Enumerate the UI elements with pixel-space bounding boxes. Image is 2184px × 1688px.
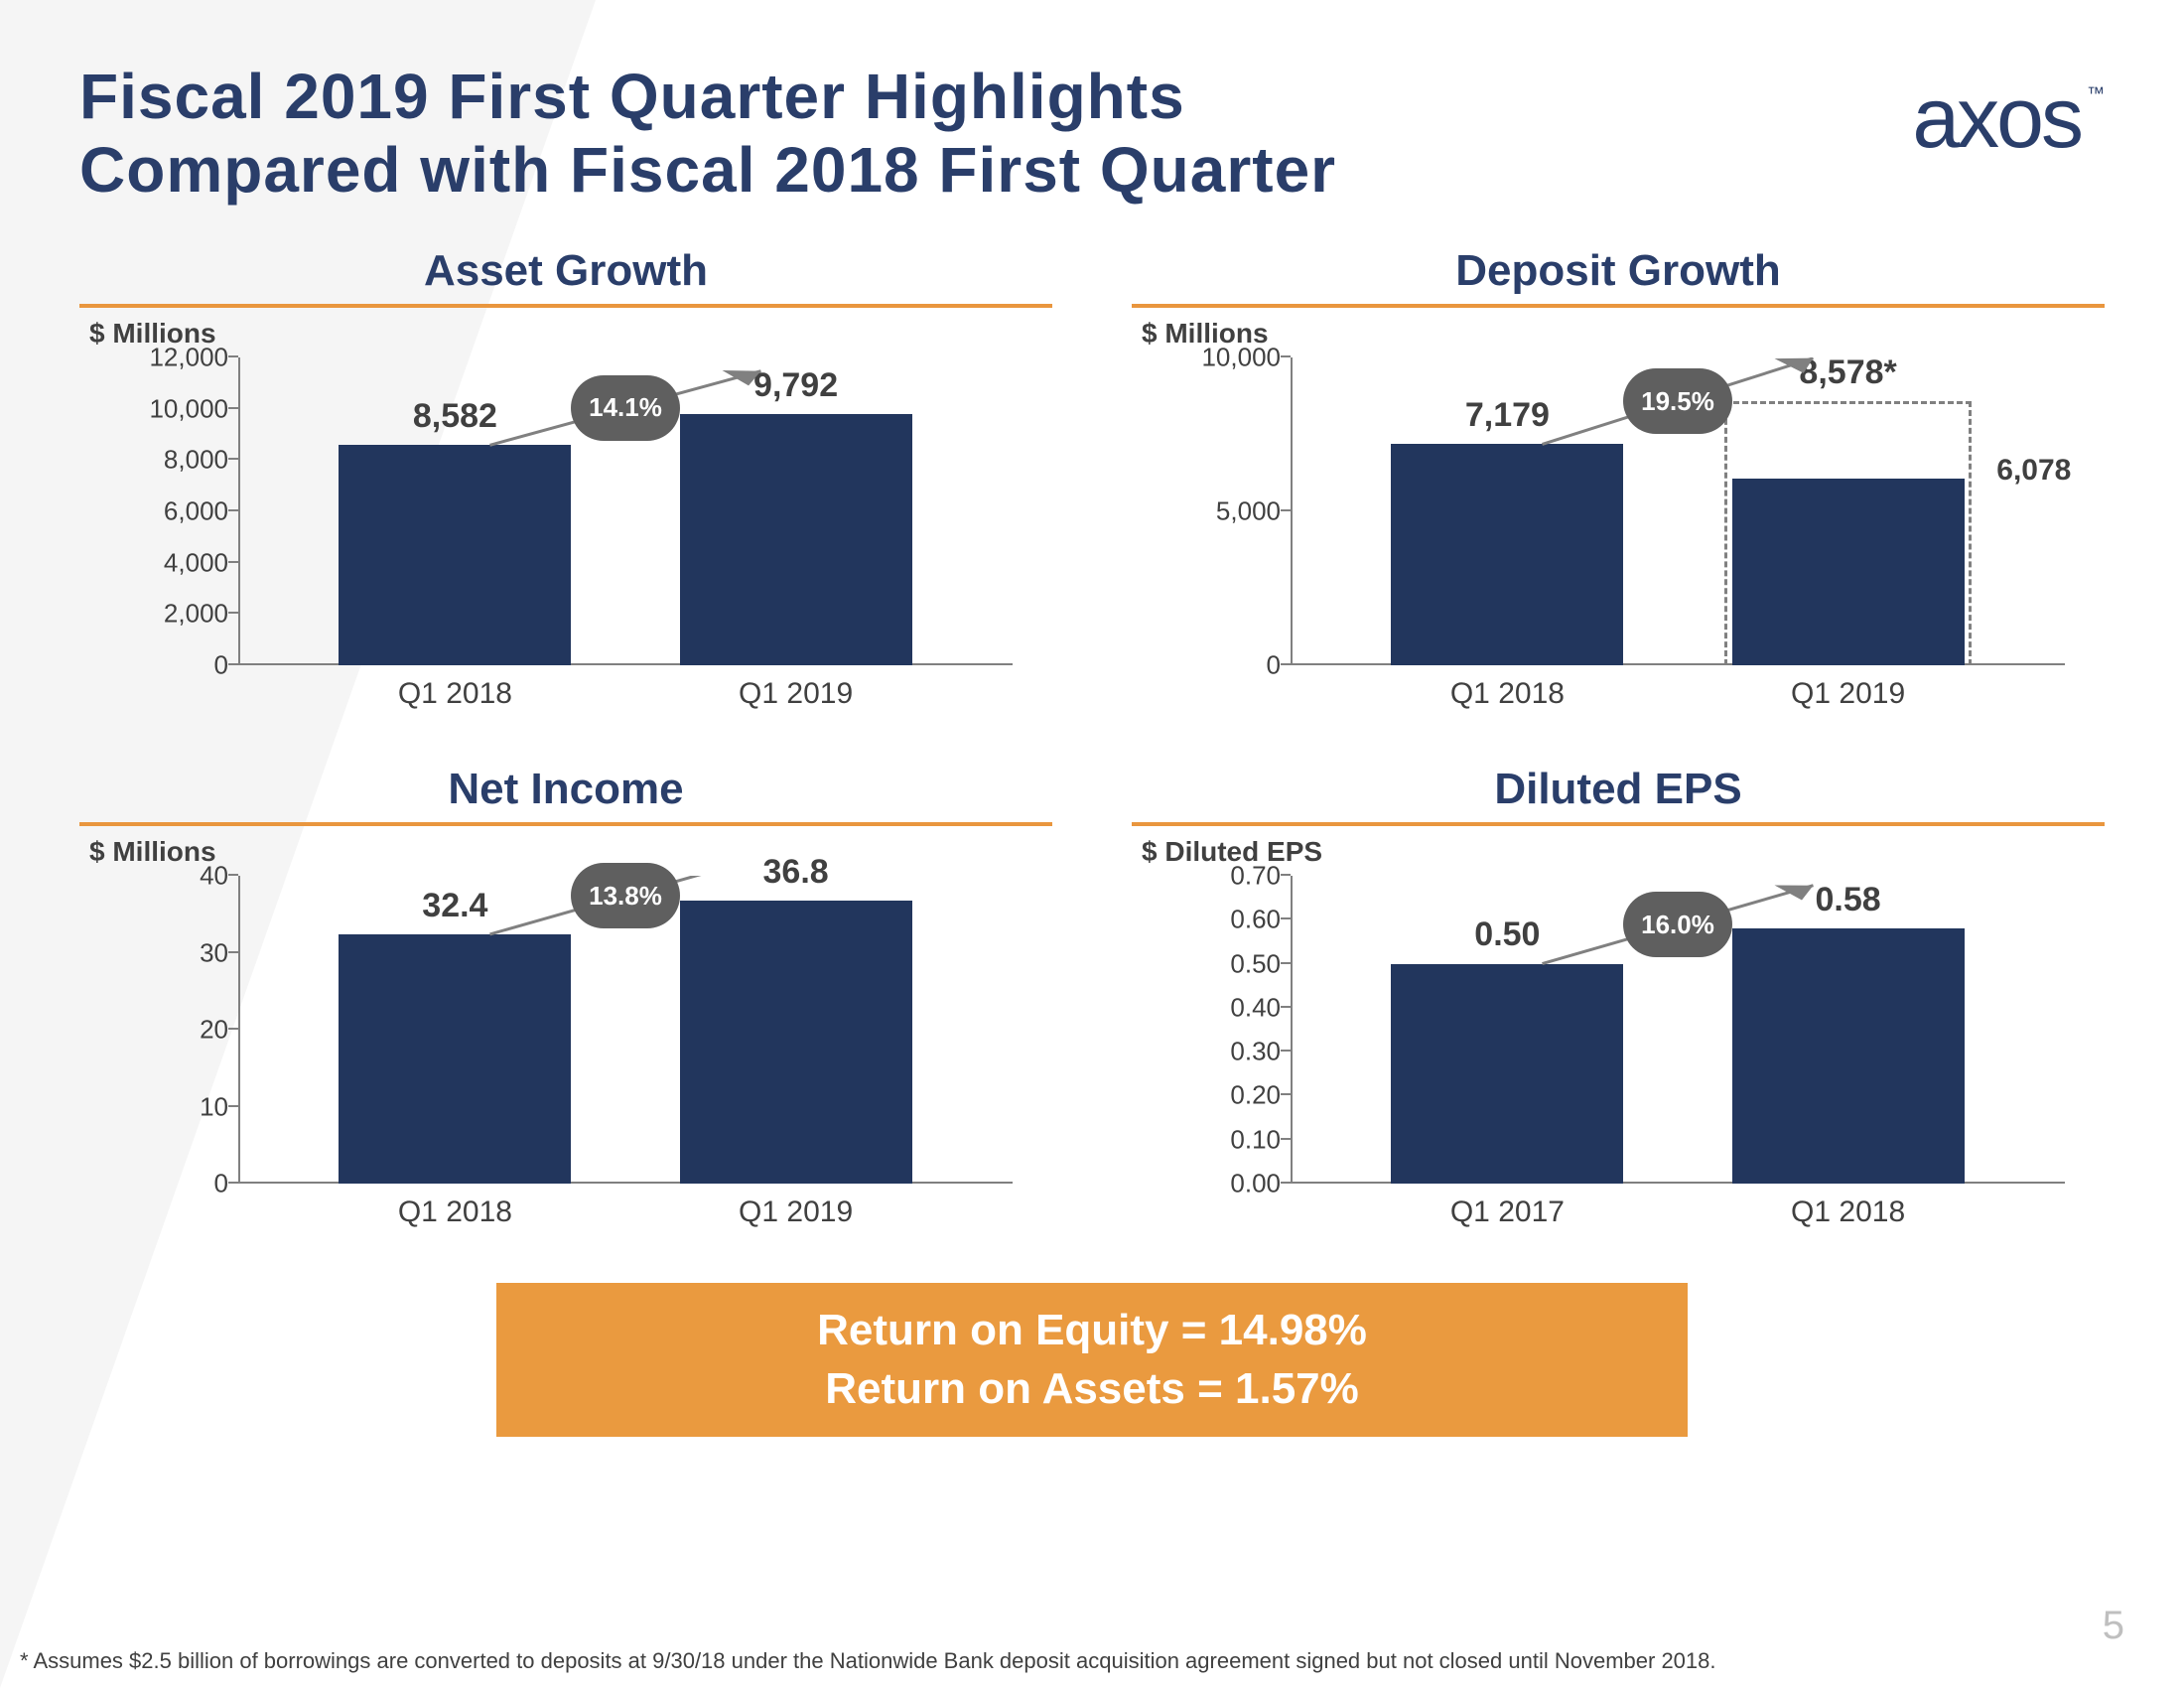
plot-region: 02,0004,0006,0008,00010,00012,0008,582Q1… — [238, 357, 1013, 665]
y-tick-mark — [228, 561, 238, 563]
panel-asset-growth: Asset Growth$ Millions02,0004,0006,0008,… — [79, 246, 1052, 735]
y-tick-mark — [228, 1028, 238, 1030]
y-tick-mark — [1281, 962, 1291, 964]
y-tick-label: 40 — [200, 861, 238, 892]
chart-title: Deposit Growth — [1132, 246, 2105, 304]
y-tick-label: 0.60 — [1230, 905, 1291, 935]
y-tick-label: 10 — [200, 1091, 238, 1122]
plot-region: 0.000.100.200.300.400.500.600.700.50Q1 2… — [1291, 876, 2065, 1184]
plot-region: 05,00010,0007,179Q1 20188,578*6,078Q1 20… — [1291, 357, 2065, 665]
title-line-1: Fiscal 2019 First Quarter Highlights — [79, 60, 1336, 133]
chart-area: $ Millions 01020304032.4Q1 201836.8Q1 201… — [79, 836, 1052, 1253]
logo-tm: ™ — [2087, 83, 2105, 104]
y-tick-label: 0.20 — [1230, 1080, 1291, 1111]
y-tick-label: 12,000 — [149, 343, 238, 373]
chart-rule — [79, 304, 1052, 308]
y-tick-mark — [228, 874, 238, 876]
panel-net-income: Net Income $ Millions 01020304032.4Q1 2018… — [79, 765, 1052, 1253]
y-tick-label: 0 — [214, 650, 238, 681]
plot-region: 01020304032.4Q1 201836.8Q1 201913.8% — [238, 876, 1013, 1184]
y-tick-label: 20 — [200, 1015, 238, 1046]
y-tick-label: 0.10 — [1230, 1124, 1291, 1155]
y-tick-label: 2,000 — [164, 599, 238, 630]
chart-rule — [1132, 822, 2105, 826]
growth-percent-bubble: 19.5% — [1623, 368, 1732, 434]
chart-title: Diluted EPS — [1132, 765, 2105, 822]
y-tick-label: 0 — [214, 1169, 238, 1199]
y-tick-mark — [1281, 1050, 1291, 1052]
y-tick-label: 0.00 — [1230, 1169, 1291, 1199]
y-tick-mark — [1281, 509, 1291, 511]
y-tick-mark — [228, 355, 238, 357]
y-tick-label: 6,000 — [164, 496, 238, 527]
chart-title: Asset Growth — [79, 246, 1052, 304]
y-tick-label: 0 — [1267, 650, 1291, 681]
chart-rule — [79, 822, 1052, 826]
panel-deposit-growth: Deposit Growth$ Millions05,00010,0007,17… — [1132, 246, 2105, 735]
growth-percent-bubble: 13.8% — [571, 863, 680, 928]
slide: Fiscal 2019 First Quarter Highlights Com… — [0, 0, 2184, 1437]
x-axis-label: Q1 2017 — [1450, 1184, 1565, 1229]
y-tick-label: 0.40 — [1230, 992, 1291, 1023]
y-tick-mark — [228, 663, 238, 665]
x-axis-label: Q1 2018 — [1450, 665, 1565, 711]
logo-text: axos — [1912, 70, 2081, 168]
header-row: Fiscal 2019 First Quarter Highlights Com… — [79, 60, 2105, 207]
y-tick-label: 4,000 — [164, 547, 238, 578]
y-tick-label: 30 — [200, 937, 238, 968]
growth-percent-bubble: 14.1% — [571, 375, 680, 441]
title-line-2: Compared with Fiscal 2018 First Quarter — [79, 133, 1336, 207]
y-tick-mark — [1281, 355, 1291, 357]
x-axis-label: Q1 2019 — [1791, 665, 1905, 711]
x-axis-label: Q1 2019 — [739, 665, 853, 711]
y-axis-unit: $ Millions — [89, 836, 216, 868]
x-axis-label: Q1 2018 — [398, 1184, 512, 1229]
chart-rule — [1132, 304, 2105, 308]
y-tick-mark — [228, 1105, 238, 1107]
y-tick-mark — [228, 612, 238, 614]
y-tick-mark — [228, 951, 238, 953]
y-tick-label: 0.30 — [1230, 1037, 1291, 1067]
y-tick-label: 8,000 — [164, 445, 238, 476]
footnote: * Assumes $2.5 billion of borrowings are… — [20, 1648, 2105, 1674]
chart-title: Net Income — [79, 765, 1052, 822]
y-tick-mark — [228, 458, 238, 460]
y-tick-label: 10,000 — [1201, 343, 1291, 373]
return-on-assets: Return on Assets = 1.57% — [496, 1359, 1688, 1418]
axos-logo: axos ™ — [1912, 60, 2105, 168]
y-tick-label: 0.50 — [1230, 948, 1291, 979]
y-tick-mark — [228, 407, 238, 409]
y-tick-mark — [1281, 1006, 1291, 1008]
chart-area: $ Diluted EPS0.000.100.200.300.400.500.6… — [1132, 836, 2105, 1253]
y-tick-mark — [1281, 1093, 1291, 1095]
returns-bar: Return on Equity = 14.98% Return on Asse… — [496, 1283, 1688, 1437]
chart-area: $ Millions02,0004,0006,0008,00010,00012,… — [79, 318, 1052, 735]
y-tick-mark — [228, 509, 238, 511]
x-axis-label: Q1 2018 — [1791, 1184, 1905, 1229]
y-tick-mark — [228, 1182, 238, 1184]
y-tick-label: 5,000 — [1216, 496, 1291, 527]
y-tick-mark — [1281, 1182, 1291, 1184]
y-tick-label: 10,000 — [149, 393, 238, 424]
chart-area: $ Millions05,00010,0007,179Q1 20188,578*… — [1132, 318, 2105, 735]
x-axis-label: Q1 2019 — [739, 1184, 853, 1229]
y-tick-mark — [1281, 917, 1291, 919]
return-on-equity: Return on Equity = 14.98% — [496, 1301, 1688, 1359]
growth-percent-bubble: 16.0% — [1623, 892, 1732, 957]
title-block: Fiscal 2019 First Quarter Highlights Com… — [79, 60, 1336, 207]
y-tick-mark — [1281, 663, 1291, 665]
charts-grid: Asset Growth$ Millions02,0004,0006,0008,… — [79, 246, 2105, 1253]
page-number: 5 — [2103, 1604, 2124, 1648]
y-tick-mark — [1281, 1138, 1291, 1140]
y-tick-label: 0.70 — [1230, 861, 1291, 892]
y-tick-mark — [1281, 874, 1291, 876]
panel-diluted-eps: Diluted EPS$ Diluted EPS0.000.100.200.30… — [1132, 765, 2105, 1253]
x-axis-label: Q1 2018 — [398, 665, 512, 711]
